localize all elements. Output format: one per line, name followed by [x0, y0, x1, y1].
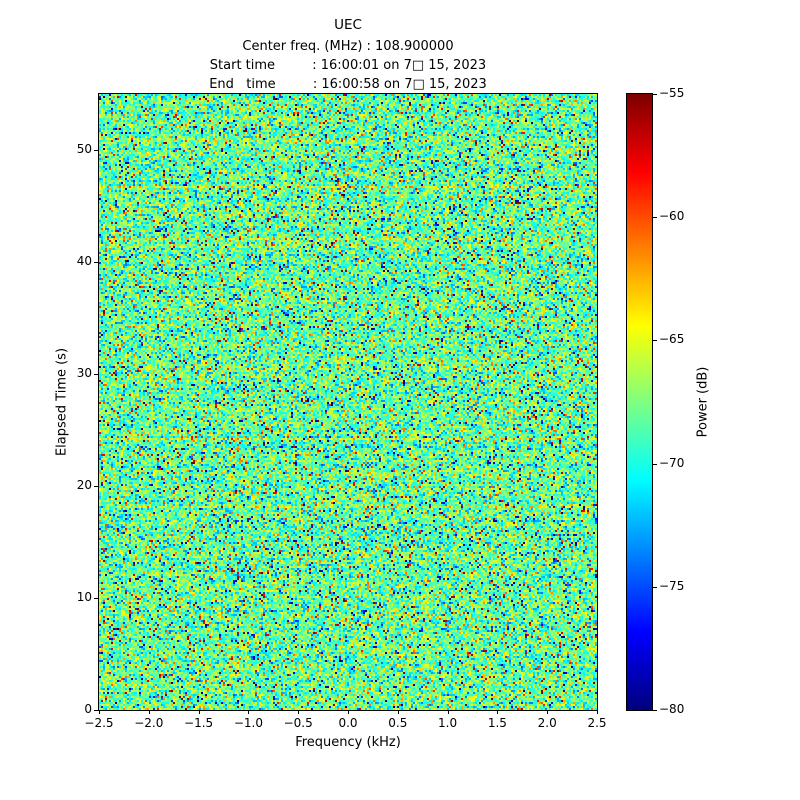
- colorbar-tick-mark: [653, 94, 657, 95]
- x-tick-label: −1.5: [184, 716, 214, 730]
- colorbar: [626, 93, 653, 711]
- x-tick-label: 1.0: [438, 716, 458, 730]
- y-tick-label: 0: [84, 702, 92, 716]
- colorbar-label: Power (dB): [695, 366, 711, 438]
- colorbar-tick-mark: [653, 710, 657, 711]
- x-tick-mark: [198, 710, 200, 714]
- x-tick-mark: [348, 710, 349, 714]
- colorbar-gradient: [627, 94, 652, 710]
- x-tick-label: −2.0: [134, 716, 164, 730]
- x-tick-mark: [248, 710, 250, 714]
- spectrogram-canvas: [99, 94, 597, 710]
- colorbar-tick-label: −70: [659, 455, 685, 470]
- y-tick-label: 10: [76, 590, 92, 604]
- x-tick-label: 0.0: [338, 716, 358, 730]
- x-axis-label: Frequency (kHz): [295, 735, 401, 750]
- x-tick-label: −1.0: [233, 716, 263, 730]
- colorbar-tick-mark: [653, 217, 657, 219]
- end-time-line: End time : 16:00:58 on 7□ 15, 2023: [209, 77, 487, 92]
- colorbar-tick-label: −75: [659, 578, 685, 593]
- figure-title: UEC: [334, 17, 362, 33]
- y-tick-label: 30: [76, 366, 92, 380]
- colorbar-tick-label: −60: [659, 209, 685, 224]
- x-tick-mark: [148, 710, 150, 714]
- colorbar-tick-mark: [653, 586, 657, 588]
- y-axis-label: Elapsed Time (s): [54, 347, 70, 457]
- y-tick-label: 40: [76, 254, 92, 268]
- y-tick-mark: [94, 710, 98, 711]
- x-tick-mark: [298, 710, 300, 714]
- x-tick-label: 1.5: [487, 716, 507, 730]
- x-tick-mark: [597, 710, 598, 714]
- colorbar-tick-label: −80: [659, 702, 685, 716]
- y-tick-label: 20: [76, 478, 92, 492]
- colorbar-tick-mark: [653, 463, 657, 465]
- x-tick-label: 2.5: [587, 716, 607, 730]
- plot-area: [98, 93, 598, 711]
- colorbar-tick-mark: [653, 340, 657, 342]
- center-frequency-line: Center freq. (MHz) : 108.900000: [242, 39, 454, 54]
- x-tick-mark: [497, 710, 499, 714]
- colorbar-tick-label: −55: [659, 86, 685, 100]
- start-time-line: Start time : 16:00:01 on 7□ 15, 2023: [209, 58, 487, 73]
- y-tick-label: 50: [76, 142, 92, 156]
- x-tick-label: 2.0: [537, 716, 557, 730]
- x-tick-mark: [397, 710, 399, 714]
- colorbar-tick-label: −65: [659, 332, 685, 347]
- y-tick-mark: [94, 262, 98, 263]
- x-tick-mark: [547, 710, 549, 714]
- y-tick-mark: [94, 598, 98, 599]
- x-tick-mark: [99, 710, 100, 714]
- y-tick-mark: [94, 150, 98, 151]
- y-tick-mark: [94, 374, 98, 375]
- y-tick-mark: [94, 486, 98, 487]
- x-tick-label: −2.5: [84, 716, 114, 730]
- x-tick-mark: [447, 710, 449, 714]
- x-tick-label: 0.5: [388, 716, 408, 730]
- x-tick-label: −0.5: [283, 716, 313, 730]
